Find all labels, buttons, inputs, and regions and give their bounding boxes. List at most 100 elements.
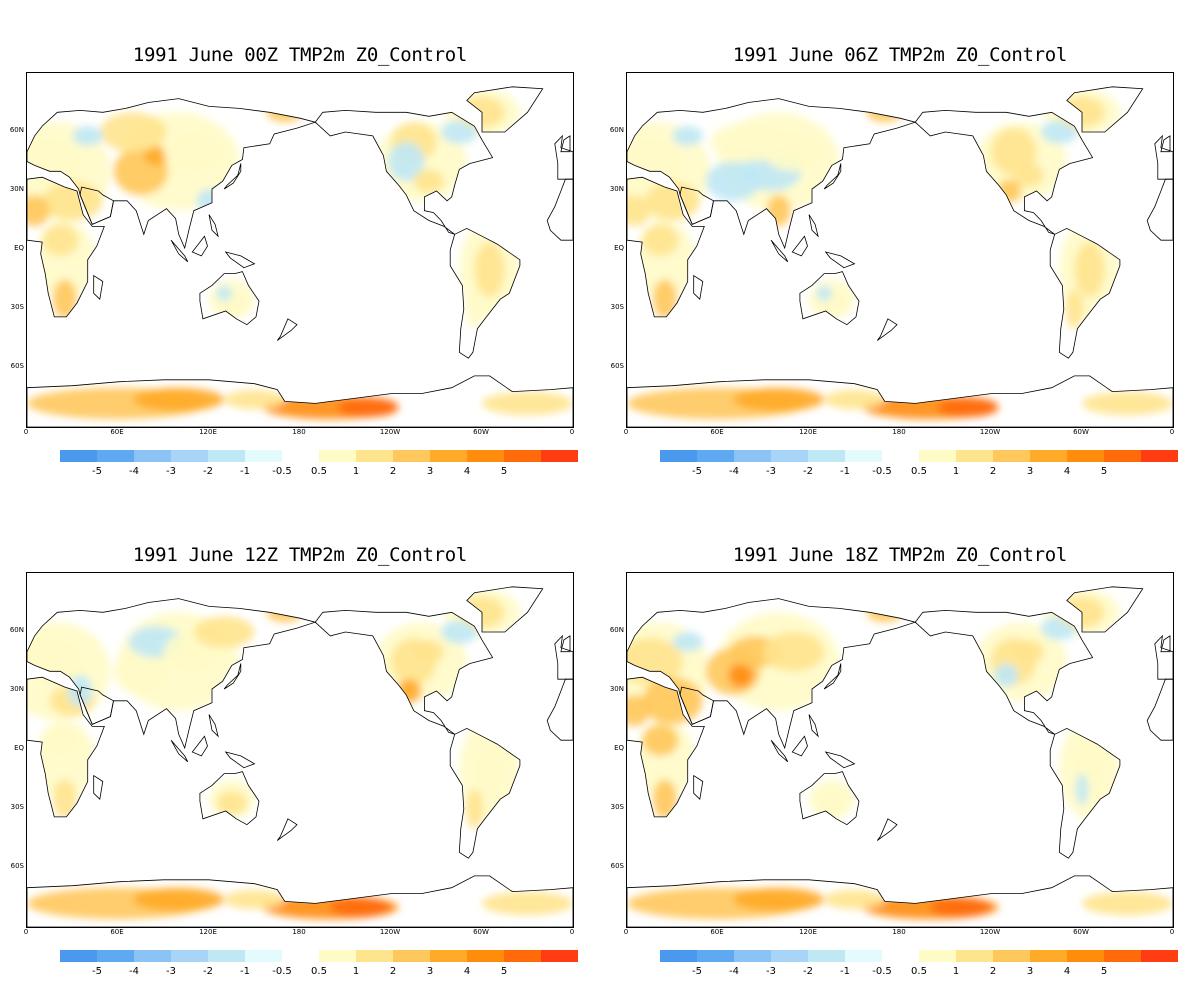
longitude-label: 0 — [623, 428, 629, 436]
longitude-label: 180 — [292, 928, 306, 936]
colorbar-label: -0.5 — [872, 466, 892, 477]
longitude-label: 0 — [569, 928, 575, 936]
anomaly-field — [627, 586, 1173, 927]
longitude-label: 60E — [110, 428, 124, 436]
latitude-label: 30N — [609, 185, 624, 193]
coastlines — [27, 586, 573, 927]
colorbar-label: -3 — [166, 966, 176, 977]
panel-title: 1991 June 12Z TMP2m Z0_Control — [132, 544, 468, 566]
colorbar-label: -5 — [692, 466, 702, 477]
latitude-label: 30S — [10, 803, 24, 811]
colorbar — [60, 950, 578, 962]
longitude-label: 60E — [710, 928, 724, 936]
colorbar-label: -5 — [92, 466, 102, 477]
longitude-label: 120E — [799, 428, 817, 436]
colorbar-swatch — [919, 950, 956, 962]
colorbar-swatch — [208, 450, 245, 462]
longitude-label: 0 — [623, 928, 629, 936]
longitude-label: 60W — [1073, 928, 1089, 936]
colorbar-swatch — [245, 450, 282, 462]
colorbar-label: 0.5 — [311, 966, 327, 977]
colorbar-swatch — [1104, 950, 1141, 962]
map-svg — [627, 86, 1173, 427]
coastlines — [627, 86, 1173, 427]
longitude-label: 60E — [110, 928, 124, 936]
colorbar-swatch — [245, 950, 282, 962]
longitude-label: 120W — [979, 428, 1001, 436]
colorbar-label: 2 — [389, 466, 397, 477]
longitude-label: 0 — [569, 428, 575, 436]
colorbar-label: -2 — [803, 966, 813, 977]
colorbar-swatch — [541, 450, 578, 462]
colorbar-label: -2 — [203, 966, 213, 977]
map-svg — [627, 586, 1173, 927]
colorbar-swatch — [97, 950, 134, 962]
longitude-label: 180 — [892, 928, 906, 936]
colorbar-label: 4 — [463, 966, 471, 977]
colorbar-label: 4 — [1063, 466, 1071, 477]
colorbar-label: 5 — [1100, 966, 1108, 977]
colorbar-swatch — [1104, 450, 1141, 462]
longitude-label: 120W — [379, 428, 401, 436]
colorbar-label: 3 — [1026, 966, 1034, 977]
longitude-label: 120E — [199, 928, 217, 936]
colorbar-swatch — [808, 950, 845, 962]
colorbar-label: -2 — [803, 466, 813, 477]
latitude-label: 30S — [610, 303, 624, 311]
latitude-label: 60S — [610, 362, 624, 370]
colorbar-swatch — [467, 450, 504, 462]
colorbar-swatch — [734, 450, 771, 462]
colorbar-label: -3 — [766, 966, 776, 977]
latitude-label: 60N — [609, 126, 624, 134]
longitude-label: 0 — [1169, 428, 1175, 436]
colorbar-label: -4 — [129, 466, 139, 477]
colorbar-label: 2 — [389, 966, 397, 977]
longitude-label: 60W — [473, 928, 489, 936]
map-area — [626, 72, 1174, 428]
anomaly-field — [627, 86, 1173, 427]
colorbar-swatch — [956, 950, 993, 962]
latitude-label: 30N — [609, 685, 624, 693]
latitude-label: EQ — [14, 744, 24, 752]
map-area — [626, 572, 1174, 928]
longitude-label: 0 — [1169, 928, 1175, 936]
colorbar-swatch — [356, 950, 393, 962]
colorbar-swatch — [993, 450, 1030, 462]
longitude-label: 0 — [23, 928, 29, 936]
colorbar-label: 0.5 — [911, 466, 927, 477]
longitude-label: 180 — [292, 428, 306, 436]
latitude-label: 30N — [9, 185, 24, 193]
latitude-label: 60N — [609, 626, 624, 634]
colorbar-swatch — [1030, 950, 1067, 962]
colorbar-swatch — [134, 950, 171, 962]
colorbar-swatch — [430, 450, 467, 462]
colorbar-label: -4 — [129, 966, 139, 977]
colorbar — [60, 450, 578, 462]
latitude-label: EQ — [14, 244, 24, 252]
colorbar-label: 2 — [989, 966, 997, 977]
colorbar-label: 3 — [426, 466, 434, 477]
colorbar-label: -1 — [240, 966, 250, 977]
longitude-label: 60E — [710, 428, 724, 436]
panel-title: 1991 June 06Z TMP2m Z0_Control — [732, 44, 1068, 66]
map-area — [26, 72, 574, 428]
colorbar-label: 5 — [1100, 466, 1108, 477]
colorbar-swatch — [697, 450, 734, 462]
colorbar — [660, 950, 1178, 962]
colorbar-label: -1 — [840, 466, 850, 477]
map-svg — [27, 86, 573, 427]
colorbar-label: -4 — [729, 466, 739, 477]
longitude-label: 0 — [23, 428, 29, 436]
colorbar — [660, 450, 1178, 462]
longitude-label: 60W — [1073, 428, 1089, 436]
anomaly-field — [27, 86, 573, 427]
longitude-label: 180 — [892, 428, 906, 436]
colorbar-swatch — [771, 950, 808, 962]
map-panel: 1991 June 00Z TMP2m Z0_Control 60N 30N EQ 30… — [0, 0, 600, 500]
colorbar-label: -3 — [766, 466, 776, 477]
colorbar-label: 1 — [952, 466, 960, 477]
colorbar-label: 3 — [426, 966, 434, 977]
colorbar-swatch — [771, 450, 808, 462]
colorbar-swatch — [319, 450, 356, 462]
colorbar-label: 4 — [1063, 966, 1071, 977]
